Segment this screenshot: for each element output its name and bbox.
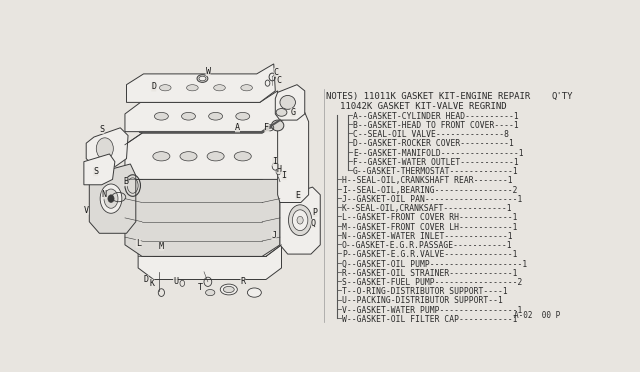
Text: U--PACKING-DISTRIBUTOR SUPPORT--1: U--PACKING-DISTRIBUTOR SUPPORT--1	[342, 296, 503, 305]
Ellipse shape	[220, 284, 237, 295]
Text: O--GASKET-E.G.R.PASSAGE-----------1: O--GASKET-E.G.R.PASSAGE-----------1	[342, 241, 513, 250]
Text: D--GASKET-ROCKER COVER----------1: D--GASKET-ROCKER COVER----------1	[353, 140, 514, 148]
Ellipse shape	[280, 96, 296, 109]
Ellipse shape	[104, 189, 118, 208]
Ellipse shape	[209, 112, 223, 120]
Polygon shape	[90, 164, 136, 233]
Polygon shape	[280, 187, 320, 254]
Text: H: H	[277, 165, 282, 174]
Ellipse shape	[234, 152, 252, 161]
Text: N: N	[102, 190, 107, 199]
Text: A-02  00 P: A-02 00 P	[515, 311, 561, 320]
Text: G: G	[291, 108, 296, 117]
Text: P--GASKET-E.G.R.VALVE--------------1: P--GASKET-E.G.R.VALVE--------------1	[342, 250, 518, 259]
Text: C--SEAL-OIL VALVE--------------8: C--SEAL-OIL VALVE--------------8	[353, 130, 509, 139]
Ellipse shape	[276, 109, 287, 116]
Text: F: F	[264, 123, 269, 132]
Ellipse shape	[214, 85, 225, 91]
Polygon shape	[84, 154, 115, 185]
Ellipse shape	[236, 112, 250, 120]
Ellipse shape	[100, 184, 122, 213]
Text: U: U	[173, 277, 178, 286]
Text: Q'TY: Q'TY	[552, 92, 573, 102]
Ellipse shape	[271, 120, 284, 131]
Ellipse shape	[197, 75, 208, 82]
Text: R--GASKET-OIL STRAINER-------------1: R--GASKET-OIL STRAINER-------------1	[342, 269, 518, 278]
Ellipse shape	[159, 85, 171, 91]
Text: M: M	[159, 242, 164, 251]
Ellipse shape	[248, 288, 261, 297]
Ellipse shape	[241, 85, 252, 91]
Text: I: I	[282, 171, 287, 180]
Ellipse shape	[223, 286, 234, 293]
Ellipse shape	[96, 138, 113, 159]
Text: B: B	[124, 177, 129, 186]
Text: S: S	[99, 125, 104, 134]
Text: A--GASKET-CYLINDER HEAD----------1: A--GASKET-CYLINDER HEAD----------1	[353, 112, 518, 121]
Text: V--GASKET-WATER PUMP----------------1: V--GASKET-WATER PUMP----------------1	[342, 306, 522, 315]
Text: I--SEAL-OIL,BEARING----------------2: I--SEAL-OIL,BEARING----------------2	[342, 186, 518, 195]
Polygon shape	[127, 64, 275, 102]
Text: N--GASKET-WATER INLET-------------1: N--GASKET-WATER INLET-------------1	[342, 232, 513, 241]
Text: H--SEAL-OIL,CRANKSHAFT REAR-------1: H--SEAL-OIL,CRANKSHAFT REAR-------1	[342, 176, 513, 185]
Text: 11042K GASKET KIT-VALVE REGRIND: 11042K GASKET KIT-VALVE REGRIND	[340, 102, 507, 110]
Ellipse shape	[153, 152, 170, 161]
Text: T--O-RING-DISTRIBUTOR SUPPORT----1: T--O-RING-DISTRIBUTOR SUPPORT----1	[342, 287, 508, 296]
Ellipse shape	[207, 152, 224, 161]
Ellipse shape	[292, 210, 308, 231]
Text: J--GASKET-OIL PAN-------------------1: J--GASKET-OIL PAN-------------------1	[342, 195, 522, 204]
Polygon shape	[125, 166, 280, 256]
Text: V: V	[84, 206, 89, 215]
Polygon shape	[278, 112, 308, 202]
Polygon shape	[275, 85, 305, 120]
Text: R: R	[241, 277, 245, 286]
Text: F--GASKET-WATER OUTLET-----------1: F--GASKET-WATER OUTLET-----------1	[353, 158, 518, 167]
Ellipse shape	[205, 289, 215, 296]
Ellipse shape	[180, 152, 197, 161]
Text: E: E	[296, 191, 300, 200]
Text: W--GASKET-OIL FILTER CAP-----------1: W--GASKET-OIL FILTER CAP-----------1	[342, 315, 518, 324]
Ellipse shape	[182, 112, 195, 120]
Text: S: S	[93, 167, 98, 176]
Text: NOTES) 11011K GASKET KIT-ENGINE REPAIR: NOTES) 11011K GASKET KIT-ENGINE REPAIR	[326, 92, 531, 102]
Ellipse shape	[154, 112, 168, 120]
Text: J: J	[271, 231, 276, 240]
Ellipse shape	[289, 205, 312, 235]
Polygon shape	[86, 128, 128, 166]
Polygon shape	[125, 122, 280, 179]
Text: C: C	[274, 68, 279, 77]
Text: D: D	[143, 275, 148, 284]
Text: E--GASKET-MANIFOLD----------------1: E--GASKET-MANIFOLD----------------1	[353, 148, 524, 158]
Text: Q--GASKET-OIL PUMP-------------------1: Q--GASKET-OIL PUMP-------------------1	[342, 260, 527, 269]
Text: L--GASKET-FRONT COVER RH-----------1: L--GASKET-FRONT COVER RH-----------1	[342, 213, 518, 222]
Text: W: W	[205, 67, 211, 76]
Text: K: K	[150, 279, 155, 288]
Text: D: D	[151, 83, 156, 92]
Text: C: C	[276, 76, 281, 84]
Text: M--GASKET-FRONT COVER LH-----------1: M--GASKET-FRONT COVER LH-----------1	[342, 222, 518, 231]
Text: S--GASKET-FUEL PUMP-----------------2: S--GASKET-FUEL PUMP-----------------2	[342, 278, 522, 287]
Polygon shape	[138, 245, 282, 279]
Text: B--GASKET-HEAD TO FRONT COVER----1: B--GASKET-HEAD TO FRONT COVER----1	[353, 121, 518, 130]
Ellipse shape	[199, 76, 206, 81]
Text: A: A	[235, 123, 240, 132]
Ellipse shape	[108, 195, 114, 202]
Ellipse shape	[297, 217, 303, 224]
Text: P: P	[312, 208, 317, 217]
Text: I: I	[272, 157, 277, 166]
Text: K--SEAL-OIL,CRANKSAFT-------------1: K--SEAL-OIL,CRANKSAFT-------------1	[342, 204, 513, 213]
Text: T: T	[198, 283, 203, 292]
Text: L: L	[136, 239, 141, 248]
Ellipse shape	[187, 85, 198, 91]
Text: G--GASKET-THERMOSTAT-------------1: G--GASKET-THERMOSTAT-------------1	[353, 167, 518, 176]
Polygon shape	[125, 91, 280, 132]
Text: Q: Q	[311, 219, 316, 228]
